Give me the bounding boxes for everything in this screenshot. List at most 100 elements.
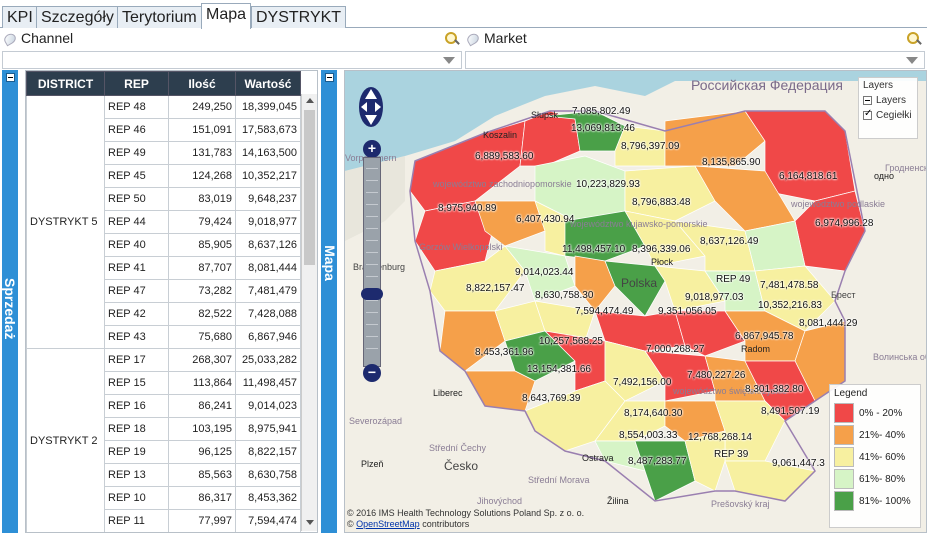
region-value[interactable]: 9,061,447.3 (772, 458, 825, 469)
tab-dystrykt[interactable]: DYSTRYKT (251, 6, 347, 28)
market-search-icon[interactable] (907, 32, 921, 46)
table-row[interactable]: REP 10 86,317 8,453,362 (27, 486, 301, 510)
region-value[interactable]: 7,492,156.00 (613, 377, 672, 388)
region-value[interactable]: 8,487,283.77 (628, 456, 687, 467)
table-row[interactable]: REP 47 73,282 7,481,479 (27, 279, 301, 303)
region-value[interactable]: 6,164,818.61 (779, 171, 838, 182)
tab-szczegoly[interactable]: Szczegóły (36, 6, 119, 28)
table-row[interactable]: REP 15 113,864 11,498,457 (27, 371, 301, 395)
openstreetmap-link[interactable]: OpenStreetMap (356, 519, 420, 529)
tab-kpi[interactable]: KPI (2, 6, 38, 28)
column-header-district[interactable]: DISTRICT (26, 71, 105, 96)
region-value[interactable]: 8,796,397.09 (621, 141, 680, 152)
table-row[interactable]: REP 13 85,563 8,630,758 (27, 463, 301, 487)
column-header-rep[interactable]: REP (104, 71, 169, 96)
table-row[interactable]: REP 41 87,707 8,081,444 (27, 256, 301, 280)
region-value[interactable]: 9,014,023.44 (515, 267, 574, 278)
map-panel-toggle[interactable]: Mapa (321, 70, 338, 533)
channel-search-icon[interactable] (445, 32, 459, 46)
attribution-suffix: contributors (422, 519, 470, 529)
ilosc-cell: 151,091 (168, 118, 236, 142)
scroll-down-icon[interactable] (306, 520, 314, 525)
region-value[interactable]: 8,637,126.49 (700, 236, 759, 247)
legend-label: 81%- 100% (859, 495, 911, 507)
region-value[interactable]: 8,081,444.29 (799, 318, 858, 329)
region-value[interactable]: 7,594,474.49 (575, 306, 634, 317)
region-value[interactable]: 13,154,381.66 (527, 364, 591, 375)
layer-item-cegielki[interactable]: Cegiełki (863, 108, 913, 121)
region-value[interactable]: 13,069,813.46 (571, 123, 635, 134)
region-rep-label[interactable]: REP 39 (714, 449, 749, 460)
zoom-in-button[interactable]: + (363, 140, 381, 158)
region-value[interactable]: 6,407,430.94 (516, 214, 575, 225)
channel-select[interactable] (2, 51, 462, 69)
region-value[interactable]: 10,223,829.93 (576, 179, 640, 190)
table-row[interactable]: REP 45 124,268 10,352,217 (27, 164, 301, 188)
zoom-slider-track[interactable] (363, 157, 381, 367)
map-legend: Legend 0% - 20% 21%- 40% 41%- 60% 61%- 8… (829, 384, 921, 528)
map-view[interactable]: Российская Федерация Vorpommern Koszalin… (344, 70, 927, 533)
region-value[interactable]: 10,352,216.83 (758, 300, 822, 311)
region-value[interactable]: 8,453,361.96 (475, 347, 534, 358)
table-row[interactable]: REP 49 131,783 14,163,500 (27, 141, 301, 165)
region-value[interactable]: 7,480,227.26 (687, 370, 746, 381)
region-value[interactable]: 8,174,640.30 (624, 408, 683, 419)
region-value[interactable]: 6,889,583.60 (475, 151, 534, 162)
table-row[interactable]: REP 42 82,522 7,428,088 (27, 302, 301, 326)
region-value[interactable]: 7,481,478.58 (760, 280, 819, 291)
collapse-icon[interactable] (6, 73, 15, 82)
region-value[interactable]: 8,643,769.39 (522, 393, 581, 404)
region-value[interactable]: 12,768,268.14 (688, 432, 752, 443)
table-row[interactable]: REP 43 75,680 6,867,946 (27, 325, 301, 349)
geo-label-ostrava: Ostrava (582, 453, 614, 463)
table-row[interactable]: DYSTRYKT 2 REP 17 268,307 25,033,282 (26, 348, 301, 532)
tab-mapa[interactable]: Mapa (201, 3, 252, 29)
region-value[interactable]: 8,796,883.48 (632, 197, 691, 208)
pan-control[interactable] (353, 79, 389, 135)
legend-item: 41%- 60% (830, 446, 920, 468)
market-select[interactable] (465, 51, 925, 69)
region-value[interactable]: 6,974,996.28 (815, 218, 874, 229)
table-row[interactable]: REP 46 151,091 17,583,673 (27, 118, 301, 142)
region-value[interactable]: 10,257,568.25 (539, 336, 603, 347)
region-value[interactable]: 8,135,865.90 (702, 157, 761, 168)
region-value[interactable]: 9,351,056.05 (658, 306, 717, 317)
region-value[interactable]: 8,822,157.47 (466, 283, 525, 294)
column-header-wartosc[interactable]: Wartość (235, 71, 301, 96)
region-value[interactable]: 8,491,507.19 (761, 406, 820, 417)
tab-terytorium[interactable]: Terytorium (117, 6, 202, 28)
wartosc-cell: 9,014,023 (235, 394, 301, 418)
zoom-notch (366, 204, 378, 205)
scroll-up-icon[interactable] (306, 98, 314, 103)
region-value[interactable]: 7,000,268.27 (646, 344, 705, 355)
region-value[interactable]: 8,301,382.80 (745, 384, 804, 395)
scroll-thumb[interactable] (304, 110, 315, 265)
region-value[interactable]: 6,867,945.78 (735, 331, 794, 342)
region-value[interactable]: 8,630,758.30 (535, 290, 594, 301)
wartosc-cell: 8,630,758 (235, 463, 301, 487)
region-value[interactable]: 7,085,802.49 (572, 106, 631, 117)
region-value[interactable]: 9,018,977.03 (685, 292, 744, 303)
zoom-notch (366, 252, 378, 253)
table-row[interactable]: REP 50 83,019 9,648,237 (27, 187, 301, 211)
region-value[interactable]: 8,396,339.06 (632, 244, 691, 255)
region-value[interactable]: 8,975,940.89 (438, 203, 497, 214)
table-row[interactable]: REP 11 77,997 7,594,474 (27, 509, 301, 532)
checkbox-icon[interactable] (863, 108, 872, 120)
rep-cell: REP 44 (104, 210, 169, 234)
collapse-icon[interactable] (863, 95, 872, 105)
table-row[interactable]: REP 44 79,424 9,018,977 (27, 210, 301, 234)
sales-panel-toggle[interactable]: Sprzedaż (2, 70, 18, 533)
table-row[interactable]: DYSTRYKT 5 REP 48 249,250 18,399,045 (26, 95, 301, 349)
table-scrollbar[interactable] (301, 94, 317, 531)
layer-item-layers[interactable]: Layers (863, 95, 913, 106)
region-value[interactable]: 11,498,457.10 (562, 244, 626, 255)
zoom-out-button[interactable]: − (363, 364, 381, 382)
zoom-slider-handle[interactable] (361, 288, 383, 300)
geo-label-koszalin: Koszalin (483, 130, 518, 140)
region-rep-label[interactable]: REP 49 (716, 274, 751, 285)
table-row[interactable]: REP 40 85,905 8,637,126 (27, 233, 301, 257)
column-header-ilosc[interactable]: Ilość (168, 71, 236, 96)
collapse-icon[interactable] (325, 73, 334, 82)
region-value[interactable]: 8,554,003.33 (619, 430, 678, 441)
